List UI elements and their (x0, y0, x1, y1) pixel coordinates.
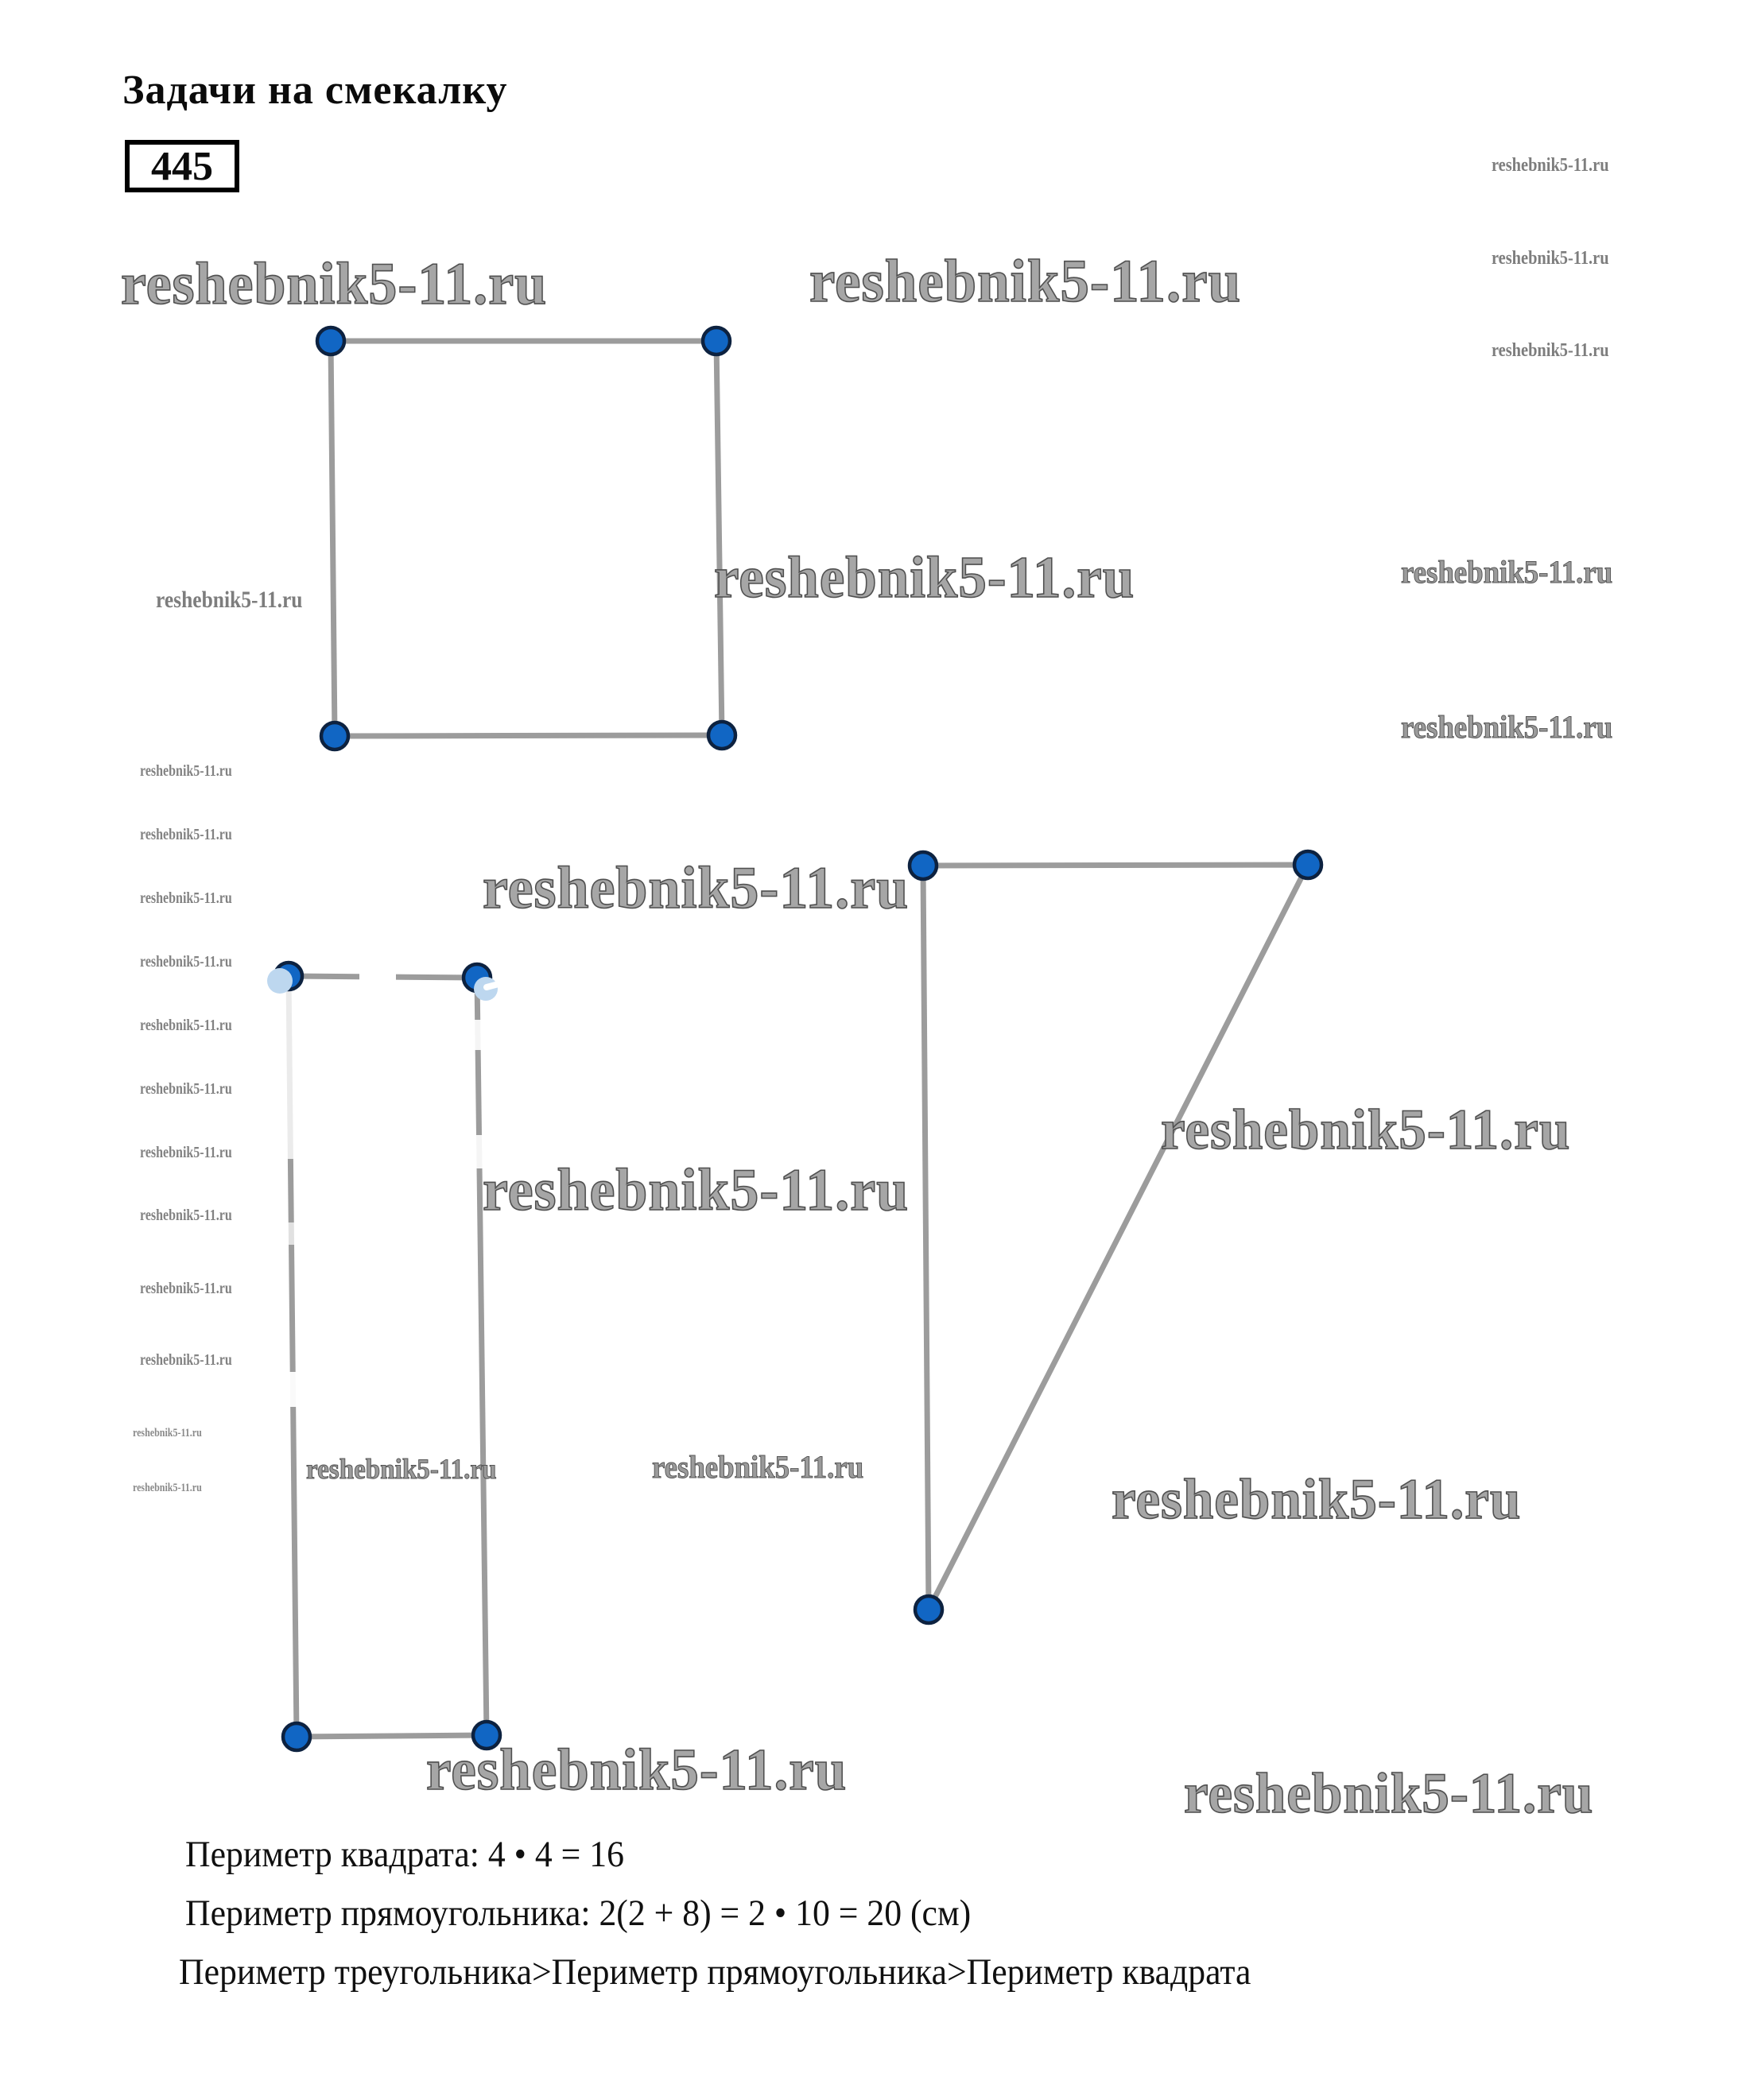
watermark: reshebnik5-11.ru (140, 1080, 232, 1098)
watermark: reshebnik5-11.ru (140, 889, 232, 907)
watermark: reshebnik5-11.ru (1111, 1467, 1522, 1531)
erase-patch (278, 988, 301, 1159)
rectangle-vertex-dot (471, 1719, 502, 1751)
watermark: reshebnik5-11.ru (140, 1017, 232, 1034)
erase-patch (359, 965, 396, 987)
watermark: reshebnik5-11.ru (1492, 155, 1609, 176)
rectangle-figure (285, 973, 490, 1740)
square-vertex-dot (319, 720, 351, 752)
triangle-figure (920, 862, 1311, 1613)
square-vertex-dot (315, 325, 347, 357)
watermark: reshebnik5-11.ru (140, 1207, 232, 1224)
watermark: reshebnik5-11.ru (140, 1144, 232, 1161)
watermark: reshebnik5-11.ru (1401, 709, 1613, 745)
watermark: reshebnik5-11.ru (140, 826, 232, 843)
watermark: reshebnik5-11.ru (140, 1280, 232, 1297)
erase-patch (279, 1222, 300, 1245)
watermark: reshebnik5-11.ru (809, 248, 1242, 315)
watermark: reshebnik5-11.ru (306, 1453, 497, 1485)
page-title: Задачи на смекалку (122, 68, 508, 113)
erase-overlay (267, 968, 293, 994)
watermark: reshebnik5-11.ru (133, 1427, 202, 1439)
watermark: reshebnik5-11.ru (482, 855, 910, 921)
solution-line-comparison: Периметр треугольника>Периметр прямоугол… (179, 1951, 1251, 1993)
watermark: reshebnik5-11.ru (713, 545, 1135, 610)
problem-number: 445 (151, 143, 213, 189)
triangle-vertex-dot (1292, 849, 1324, 881)
watermark: reshebnik5-11.ru (140, 953, 232, 971)
watermark: reshebnik5-11.ru (425, 1738, 848, 1803)
triangle-vertex-dot (913, 1594, 945, 1625)
erase-patch (281, 1372, 300, 1407)
watermark: reshebnik5-11.ru (140, 1351, 232, 1369)
solution-line-rectangle: Периметр прямоугольника: 2(2 + 8) = 2 • … (185, 1893, 972, 1934)
problem-number-box: 445 (125, 140, 239, 192)
watermark: reshebnik5-11.ru (1401, 554, 1613, 590)
watermark: reshebnik5-11.ru (1160, 1098, 1571, 1161)
watermark: reshebnik5-11.ru (652, 1449, 864, 1485)
watermark: reshebnik5-11.ru (156, 587, 303, 613)
square-vertex-dot (700, 325, 732, 357)
triangle-vertex-dot (907, 850, 939, 881)
erase-stroke (483, 967, 556, 990)
erase-patch (475, 1135, 492, 1168)
watermark: reshebnik5-11.ru (120, 251, 548, 317)
square-vertex-dot (706, 719, 738, 751)
rectangle-vertex-dot (281, 1721, 312, 1753)
watermark: reshebnik5-11.ru (140, 762, 232, 780)
watermark: reshebnik5-11.ru (482, 1157, 910, 1223)
solution-line-square: Периметр квадрата: 4 • 4 = 16 (185, 1834, 624, 1875)
erase-patch (474, 1020, 490, 1050)
watermark: reshebnik5-11.ru (1492, 248, 1609, 269)
watermark: reshebnik5-11.ru (1492, 340, 1609, 361)
square-figure (328, 338, 725, 739)
watermark: reshebnik5-11.ru (133, 1482, 202, 1494)
watermark: reshebnik5-11.ru (1183, 1761, 1594, 1825)
